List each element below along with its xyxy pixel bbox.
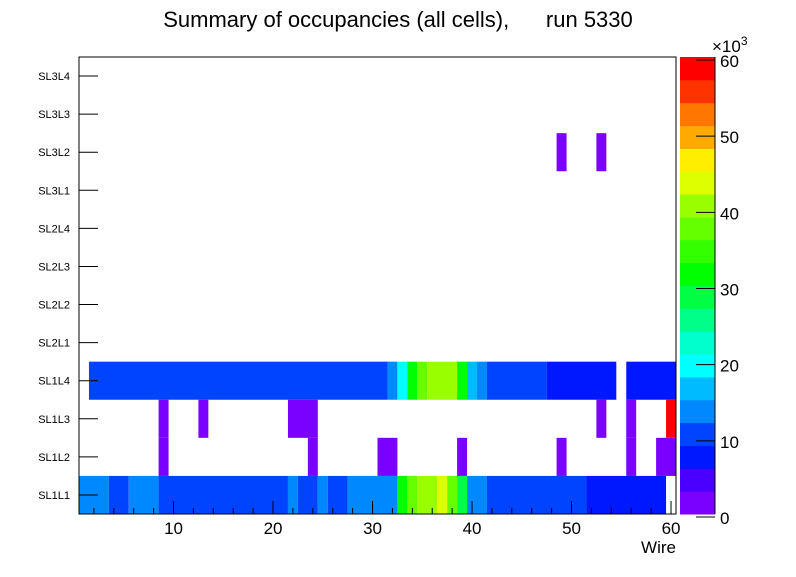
y-axis: SL1L1 SL1L2 SL1L3 SL1L4 SL2L1 SL2L2 SL2L3 SL2L4… xyxy=(38,71,98,502)
heatmap-cell-sl1l4 xyxy=(407,361,418,400)
heatmap-cell-sl1l2 xyxy=(307,437,318,476)
heatmap-cell-sl1l1 xyxy=(297,475,318,514)
color-scale-band xyxy=(680,148,715,172)
heatmap-cell-sl3l2 xyxy=(596,133,607,172)
heatmap-cell-sl1l1 xyxy=(397,475,408,514)
x-tick-label: 10 xyxy=(164,519,183,538)
x-axis: 10 20 30 40 50 60 xyxy=(93,501,681,538)
color-scale-band xyxy=(680,445,715,469)
color-scale: 0 10 20 30 40 50 60 xyxy=(680,52,739,528)
color-scale-band xyxy=(680,171,715,195)
plot-frame xyxy=(78,56,677,515)
y-tick-label: SL3L2 xyxy=(38,147,70,159)
chart-title: Summary of occupancies (all cells), run … xyxy=(163,7,633,32)
heatmap-cell-sl1l1 xyxy=(417,475,438,514)
heatmap-cell-sl1l2 xyxy=(656,437,676,476)
heatmap-cell-sl1l4 xyxy=(397,361,408,400)
color-scale-band xyxy=(680,239,715,264)
color-scale-tick-label: 20 xyxy=(720,357,739,376)
heatmap-cell-sl1l2 xyxy=(457,437,468,476)
heatmap-cell-sl1l1 xyxy=(108,475,129,514)
y-tick-label: SL3L3 xyxy=(38,109,70,121)
heatmap-cell-sl1l3 xyxy=(626,399,637,438)
heatmap-cell-sl3l2 xyxy=(556,133,567,172)
color-scale-tick-label: 60 xyxy=(720,52,739,71)
y-tick-label: SL1L2 xyxy=(38,452,70,464)
heatmap-cell-sl1l2 xyxy=(377,437,398,476)
y-tick-label: SL2L4 xyxy=(38,223,70,235)
heatmap-cell-sl1l2 xyxy=(626,437,637,476)
heatmap-cell-sl1l4 xyxy=(546,361,617,400)
heatmap-cell-sl1l4 xyxy=(417,361,428,400)
color-scale-tick-label: 30 xyxy=(720,281,739,300)
heatmap-cell-sl1l4 xyxy=(88,361,388,400)
heatmap-cell-sl1l1 xyxy=(317,475,328,514)
heatmap-cell-sl1l1 xyxy=(287,475,298,514)
y-tick-label: SL1L1 xyxy=(38,490,70,502)
heatmap-cell-sl1l4 xyxy=(387,361,398,400)
heatmap-cell-sl1l4 xyxy=(477,361,487,400)
heatmap-cell-sl1l1 xyxy=(457,475,468,514)
y-tick-label: SL2L1 xyxy=(38,338,70,350)
y-tick-label: SL2L3 xyxy=(38,261,70,273)
z-exponent: 3 xyxy=(741,34,748,48)
heatmap-cell-sl1l1 xyxy=(467,475,487,514)
y-tick-label: SL2L2 xyxy=(38,300,70,312)
heatmap-cell-sl1l4 xyxy=(626,361,676,400)
heatmap-cell-sl1l4 xyxy=(427,361,458,400)
z-multiplier: ×10 xyxy=(712,37,741,56)
heatmap-cell-sl1l4 xyxy=(486,361,547,400)
color-scale-tick-label: 10 xyxy=(720,433,739,452)
heatmap-cell-sl1l3 xyxy=(287,399,318,438)
color-scale-tick-label: 40 xyxy=(720,204,739,223)
heatmap-cell-sl1l1 xyxy=(158,475,288,514)
color-scale-band xyxy=(680,57,715,81)
color-scale-band xyxy=(680,468,715,492)
color-scale-band xyxy=(680,262,715,286)
heatmap-cell-sl1l4 xyxy=(457,361,468,400)
color-scale-band xyxy=(680,399,715,424)
color-scale-band xyxy=(680,216,715,241)
heatmap-cell-sl1l1 xyxy=(327,475,348,514)
y-tick-label: SL3L4 xyxy=(38,71,70,83)
heatmap-cell-sl1l2 xyxy=(556,437,567,476)
heatmap-cell-sl1l2 xyxy=(158,437,169,476)
color-scale-band xyxy=(680,102,715,127)
x-tick-label: 20 xyxy=(264,519,283,538)
color-scale-band xyxy=(680,194,715,218)
x-tick-label: 40 xyxy=(463,519,482,538)
heatmap-cells xyxy=(79,133,676,514)
heatmap-cell-sl1l4 xyxy=(467,361,477,400)
heatmap-cell-sl1l3 xyxy=(158,399,169,438)
x-tick-label: 50 xyxy=(562,519,581,538)
heatmap-cell-sl1l1 xyxy=(407,475,418,514)
heatmap-cell-sl1l1 xyxy=(128,475,159,514)
color-scale-band xyxy=(680,376,715,401)
color-scale-tick-label: 50 xyxy=(720,128,739,147)
y-tick-label: SL1L3 xyxy=(38,414,70,426)
color-scale-band xyxy=(680,354,715,378)
color-scale-band xyxy=(680,422,715,446)
heatmap-cell-sl1l3 xyxy=(596,399,607,438)
color-scale-band xyxy=(680,308,715,332)
color-scale-tick-label: 0 xyxy=(720,509,729,528)
heatmap-cell-sl1l3 xyxy=(666,399,676,438)
y-tick-label: SL3L1 xyxy=(38,185,70,197)
x-axis-label: Wire xyxy=(641,538,676,557)
x-tick-label: 60 xyxy=(662,519,681,538)
heatmap-cell-sl1l1 xyxy=(447,475,458,514)
color-scale-band xyxy=(680,491,715,515)
heatmap-cell-sl1l1 xyxy=(437,475,448,514)
heatmap-cell-sl1l1 xyxy=(586,475,667,514)
heatmap-cell-sl1l3 xyxy=(198,399,209,438)
color-scale-band xyxy=(680,79,715,104)
x-tick-label: 30 xyxy=(363,519,382,538)
heatmap-cell-sl1l1 xyxy=(486,475,587,514)
color-scale-band xyxy=(680,331,715,355)
color-scale-band xyxy=(680,125,715,149)
z-multiplier-label: ×103 xyxy=(712,34,748,56)
color-scale-band xyxy=(680,285,715,309)
y-tick-label: SL1L4 xyxy=(38,376,70,388)
